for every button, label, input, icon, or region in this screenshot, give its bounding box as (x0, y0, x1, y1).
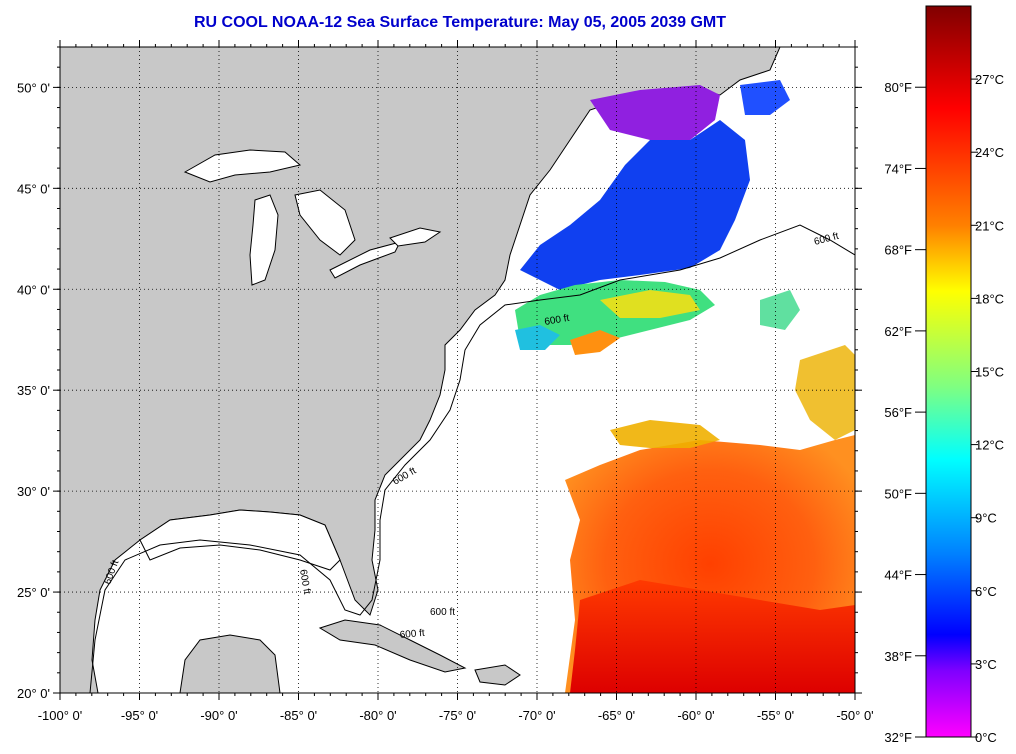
cb-f-label: 50°F (884, 486, 912, 501)
lat-label: 45° 0' (17, 181, 50, 196)
colorbar (925, 5, 972, 738)
sst-cold-blue (520, 120, 750, 290)
sst-warm-red (570, 580, 855, 693)
graticule (60, 47, 855, 693)
cb-c-label: 6°C (975, 584, 997, 599)
cb-f-label: 80°F (884, 80, 912, 95)
lon-label: -90° 0' (200, 708, 237, 723)
sst-east-patch (795, 345, 855, 440)
lake-ontario (389, 227, 442, 247)
lon-label: -50° 0' (836, 708, 873, 723)
map-title: RU COOL NOAA-12 Sea Surface Temperature:… (193, 14, 727, 31)
isobath-600ft (89, 224, 855, 693)
sst-cold-purple (590, 85, 720, 140)
sst-warm-yellow-band (610, 420, 720, 448)
land-yucatan (179, 634, 281, 693)
isobath-label: 600 ft (430, 607, 455, 618)
lon-label: -100° 0' (38, 708, 83, 723)
lon-label: -70° 0' (518, 708, 555, 723)
isobath-label: 600 ft (544, 313, 571, 328)
cb-c-label: 12°C (975, 438, 1004, 453)
cb-f-label: 74°F (884, 161, 912, 176)
isobath-label: 600 ft (399, 628, 425, 641)
cb-f-label: 56°F (884, 405, 912, 420)
lat-label: 40° 0' (17, 282, 50, 297)
cb-c-label: 0°C (975, 730, 997, 745)
sst-east-patch-2 (760, 290, 800, 330)
lat-label: 30° 0' (17, 484, 50, 499)
cb-c-label: 9°C (975, 511, 997, 526)
lake-huron (294, 189, 356, 256)
cb-c-label: 18°C (975, 291, 1004, 306)
isobath-label: 600 ft (297, 569, 312, 596)
cb-f-label: 38°F (884, 649, 912, 664)
land-hispaniola (474, 664, 521, 686)
lon-label: -55° 0' (757, 708, 794, 723)
lon-label: -80° 0' (359, 708, 396, 723)
lake-erie (329, 241, 401, 279)
lon-label: -85° 0' (280, 708, 317, 723)
lon-label: -65° 0' (598, 708, 635, 723)
sst-cold-blue-north (740, 80, 790, 115)
sst-shelf-cyan (515, 325, 560, 350)
cb-c-label: 3°C (975, 657, 997, 672)
cb-f-label: 62°F (884, 324, 912, 339)
sst-slope-orange (570, 330, 620, 355)
lat-label: 50° 0' (17, 80, 50, 95)
sst-slope-yellow (600, 290, 700, 318)
lon-label: -60° 0' (677, 708, 714, 723)
cb-f-label: 68°F (884, 243, 912, 258)
cb-c-label: 21°C (975, 218, 1004, 233)
land-cuba (318, 619, 467, 673)
cb-f-label: 44°F (884, 568, 912, 583)
lat-label: 20° 0' (17, 686, 50, 701)
gulf-of-mexico (139, 509, 341, 571)
lon-label: -75° 0' (439, 708, 476, 723)
lat-label: 25° 0' (17, 585, 50, 600)
lon-label: -95° 0' (121, 708, 158, 723)
cb-c-label: 24°C (975, 145, 1004, 160)
cb-c-label: 27°C (975, 72, 1004, 87)
cb-f-label: 32°F (884, 730, 912, 745)
cb-c-label: 15°C (975, 365, 1004, 380)
lake-superior (183, 149, 302, 183)
lake-michigan (249, 194, 279, 286)
lat-label: 35° 0' (17, 383, 50, 398)
